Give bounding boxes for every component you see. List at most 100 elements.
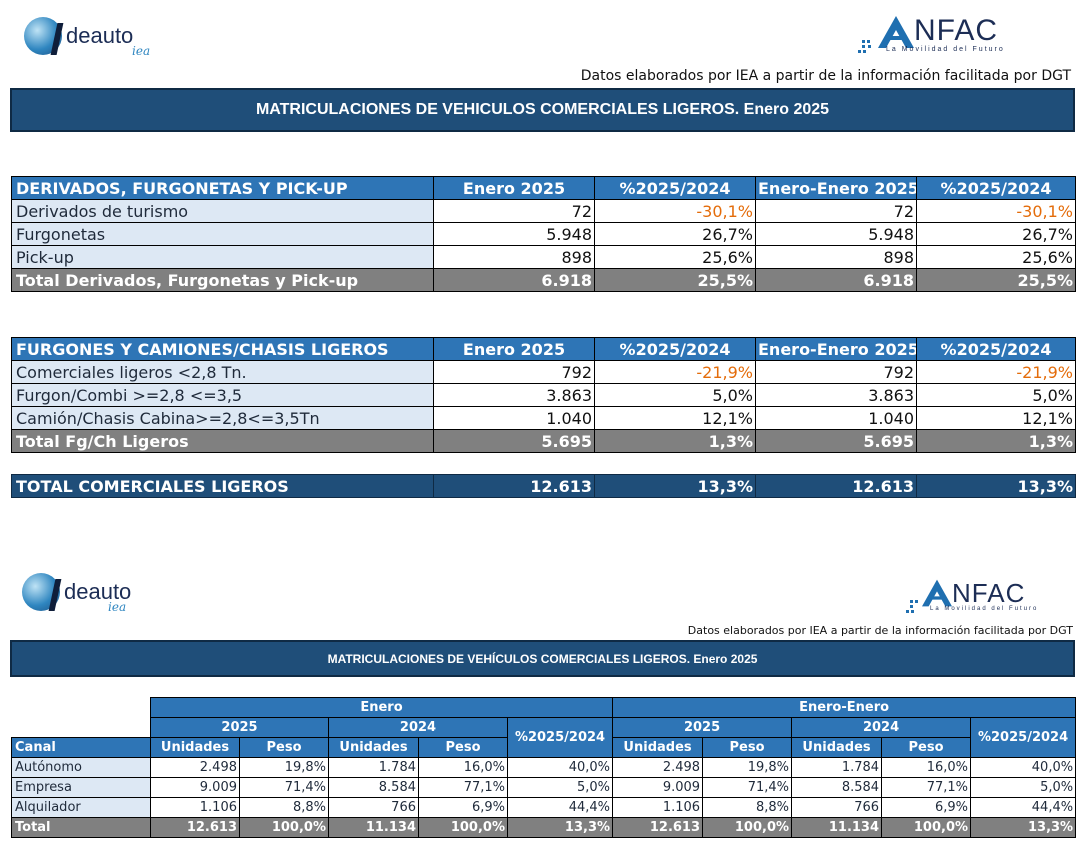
year-2024: 2024 [328,717,508,738]
ideauto-logo-bottom: deauto iea [22,570,152,614]
cell-value: 3.863 [433,383,595,407]
col-header-ytd: Enero-Enero 2025 [755,337,917,361]
table-row: Furgonetas 5.948 26,7% 5.948 26,7% [11,222,1076,246]
cell-value: 792 [755,360,917,384]
peso-header: Peso [239,737,329,758]
col-header-month: Enero 2025 [433,176,595,200]
cell-value: 8.584 [328,777,419,798]
total-value: 12.613 [612,817,704,838]
total-pct: 25,5% [916,268,1076,292]
col-header-category: DERIVADOS, FURGONETAS Y PICK-UP [11,176,434,200]
cell-value: 1.106 [150,797,240,818]
total-value: 6.918 [755,268,917,292]
table-row: Empresa 9.009 71,4% 8.584 77,1% 5,0% 9.0… [11,777,1077,798]
year-2024: 2024 [791,717,972,738]
table-row: Derivados de turismo 72 -30,1% 72 -30,1% [11,199,1076,223]
anfac-a-icon [878,16,914,48]
grand-total-value: 12.613 [755,474,917,498]
col-header-pct: %2025/2024 [594,337,756,361]
row-label: Furgon/Combi >=2,8 <=3,5 [11,383,434,407]
ideauto-logo: deauto iea [24,14,174,58]
cell-value: 77,1% [881,777,972,798]
globe-icon [22,573,62,611]
cell-value: 5,0% [970,777,1077,798]
cell-value: 766 [791,797,883,818]
cell-value: 72 [433,199,595,223]
canal-header: Canal [11,737,151,758]
grand-total-row: TOTAL COMERCIALES LIGEROS 12.613 13,3% 1… [11,474,1076,498]
peso-header: Peso [702,737,793,758]
ideauto-sub: iea [132,44,151,58]
total-row: Total Derivados, Furgonetas y Pick-up 6.… [11,268,1076,292]
ideauto-wordmark: deauto [64,579,132,604]
total-label: Total Derivados, Furgonetas y Pick-up [11,268,434,292]
cell-value: 8.584 [791,777,883,798]
cell-value: 898 [433,245,595,269]
cell-pct: -30,1% [594,199,756,223]
total-row: Total Fg/Ch Ligeros 5.695 1,3% 5.695 1,3… [11,429,1076,453]
cell-value: 766 [328,797,419,818]
total-value: 5.695 [755,429,917,453]
cell-value: 6,9% [881,797,972,818]
unidades-header: Unidades [791,737,883,758]
table-header-row: DERIVADOS, FURGONETAS Y PICK-UP Enero 20… [11,176,1076,200]
total-row: Total 12.613 100,0% 11.134 100,0% 13,3% … [11,817,1077,838]
total-pct: 1,3% [594,429,756,453]
title-bottom: MATRICULACIONES DE VEHÍCULOS COMERCIALES… [327,651,758,666]
total-value: 13,3% [506,817,614,838]
year-2025: 2025 [150,717,329,738]
total-value: 13,3% [970,817,1077,838]
cell-value: 8,8% [702,797,793,818]
anfac-wordmark: NFAC [914,14,999,47]
table-row: Autónomo 2.498 19,8% 1.784 16,0% 40,0% 2… [11,757,1077,778]
ideauto-wordmark: deauto [66,23,134,48]
cell-value: 44,4% [970,797,1077,818]
group-header-row: Enero Enero-Enero [11,697,1077,718]
cell-value: 792 [433,360,595,384]
cell-value: 1.040 [433,406,595,430]
cell-value: 16,0% [881,757,972,778]
total-label: Total [11,817,151,838]
anfac-a-icon [922,579,952,607]
table-row: Comerciales ligeros <2,8 Tn. 792 -21,9% … [11,360,1076,384]
cell-value: 9.009 [150,777,240,798]
cell-value: 16,0% [418,757,508,778]
row-label: Autónomo [11,757,151,778]
total-value: 100,0% [881,817,972,838]
row-label: Comerciales ligeros <2,8 Tn. [11,360,434,384]
table-row: Pick-up 898 25,6% 898 25,6% [11,245,1076,269]
row-label: Pick-up [11,245,434,269]
cell-value: 8,8% [239,797,329,818]
source-note-top: Datos elaborados por IEA a partir de la … [580,68,1071,84]
title-banner-bottom: MATRICULACIONES DE VEHÍCULOS COMERCIALES… [10,640,1075,677]
cell-value: 71,4% [702,777,793,798]
cell-value: 71,4% [239,777,329,798]
col-header-category: FURGONES Y CAMIONES/CHASIS LIGEROS [11,337,434,361]
col-header-month: Enero 2025 [433,337,595,361]
cell-value: 9.009 [612,777,704,798]
cell-pct: -21,9% [916,360,1076,384]
anfac-tagline: La Movilidad del Futuro [930,606,1039,612]
title-top: MATRICULACIONES DE VEHICULOS COMERCIALES… [255,101,830,118]
anfac-wordmark: NFAC [952,578,1026,608]
cell-pct: 25,6% [916,245,1076,269]
cell-value: 5,0% [506,777,614,798]
row-label: Alquilador [11,797,151,818]
total-pct: 1,3% [916,429,1076,453]
table-row: Alquilador 1.106 8,8% 766 6,9% 44,4% 1.1… [11,797,1077,818]
table-row: Camión/Chasis Cabina>=2,8<=3,5Tn 1.040 1… [11,406,1076,430]
grand-total-pct: 13,3% [916,474,1076,498]
unidades-header: Unidades [612,737,704,758]
year-header-row: 2025 2024 %2025/2024 2025 2024 %2025/202… [11,717,1077,758]
unidades-header: Unidades [328,737,419,758]
year-2025: 2025 [612,717,793,738]
grand-total-label: TOTAL COMERCIALES LIGEROS [11,474,434,498]
cell-pct: -30,1% [916,199,1076,223]
table-header-row: FURGONES Y CAMIONES/CHASIS LIGEROS Enero… [11,337,1076,361]
total-label: Total Fg/Ch Ligeros [11,429,434,453]
cell-pct: 26,7% [916,222,1076,246]
globe-icon [24,17,64,55]
row-label: Derivados de turismo [11,199,434,223]
cell-value: 40,0% [506,757,614,778]
cell-value: 1.106 [612,797,704,818]
